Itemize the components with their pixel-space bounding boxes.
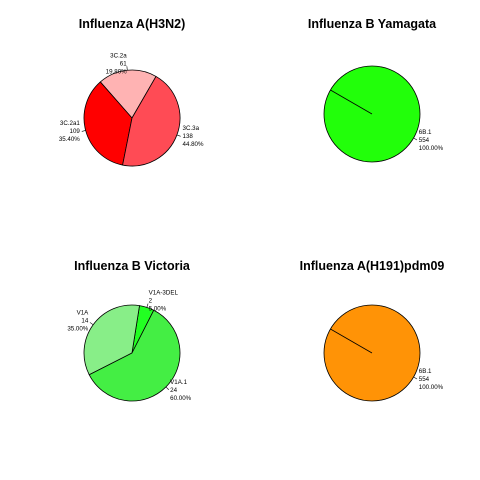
slice-label-label: 3C.2a — [110, 52, 127, 59]
pie-radius-line — [330, 89, 373, 115]
slice-label-label: V1A.1 — [170, 379, 187, 386]
pie-slice-v1a — [83, 304, 140, 376]
slice-count-label: 61 — [120, 60, 127, 67]
slice-percent-label: 44.80% — [183, 141, 204, 148]
pie-chart-influenza-a-h3n2: Influenza A(H3N2)3C.2a6119.80%3C.2a11093… — [59, 17, 204, 167]
slice-count-label: 2 — [149, 298, 153, 305]
slice-label-tick — [89, 322, 94, 326]
slice-percent-label: 35.00% — [67, 325, 88, 332]
slice-count-label: 554 — [419, 376, 430, 383]
slice-count-label: 109 — [70, 128, 81, 135]
slice-label-label: V1A — [77, 309, 90, 316]
chart-title: Influenza B Yamagata — [308, 17, 437, 31]
slice-label-tick — [81, 130, 86, 132]
slice-label-tick — [165, 386, 169, 390]
slice-percent-label: 5.00% — [149, 306, 167, 313]
slice-label-tick — [146, 303, 149, 308]
pie-radius-line — [330, 328, 373, 354]
slice-percent-label: 60.00% — [170, 395, 191, 402]
slice-count-label: 138 — [183, 133, 194, 140]
slice-label-tick — [413, 137, 418, 141]
pie-slice-v1a-1 — [88, 309, 181, 402]
slice-count-label: 554 — [419, 137, 430, 144]
chart-title: Influenza B Victoria — [74, 259, 191, 273]
chart-title: Influenza A(H3N2) — [79, 17, 186, 31]
slice-label-label: 6B.1 — [419, 129, 432, 136]
slice-label-label: 6B.1 — [419, 368, 432, 375]
pie-slice-3c-2a — [99, 69, 157, 119]
slice-label-tick — [176, 134, 181, 137]
slice-label-label: V1A-3DEL — [149, 290, 179, 297]
slice-count-label: 24 — [170, 387, 177, 394]
slice-label-tick — [413, 376, 418, 380]
slice-percent-label: 35.40% — [59, 136, 80, 143]
chart-title: Influenza A(H191)pdm09 — [300, 259, 445, 273]
slice-percent-label: 100.00% — [419, 145, 444, 152]
slice-percent-label: 19.80% — [106, 68, 127, 75]
slice-label-label: 3C.3a — [183, 125, 200, 132]
slice-percent-label: 100.00% — [419, 384, 444, 391]
slice-label-label: 3C.2a1 — [60, 120, 81, 127]
pie-slice-3c-2a1 — [83, 81, 133, 166]
slice-count-label: 14 — [81, 317, 88, 324]
